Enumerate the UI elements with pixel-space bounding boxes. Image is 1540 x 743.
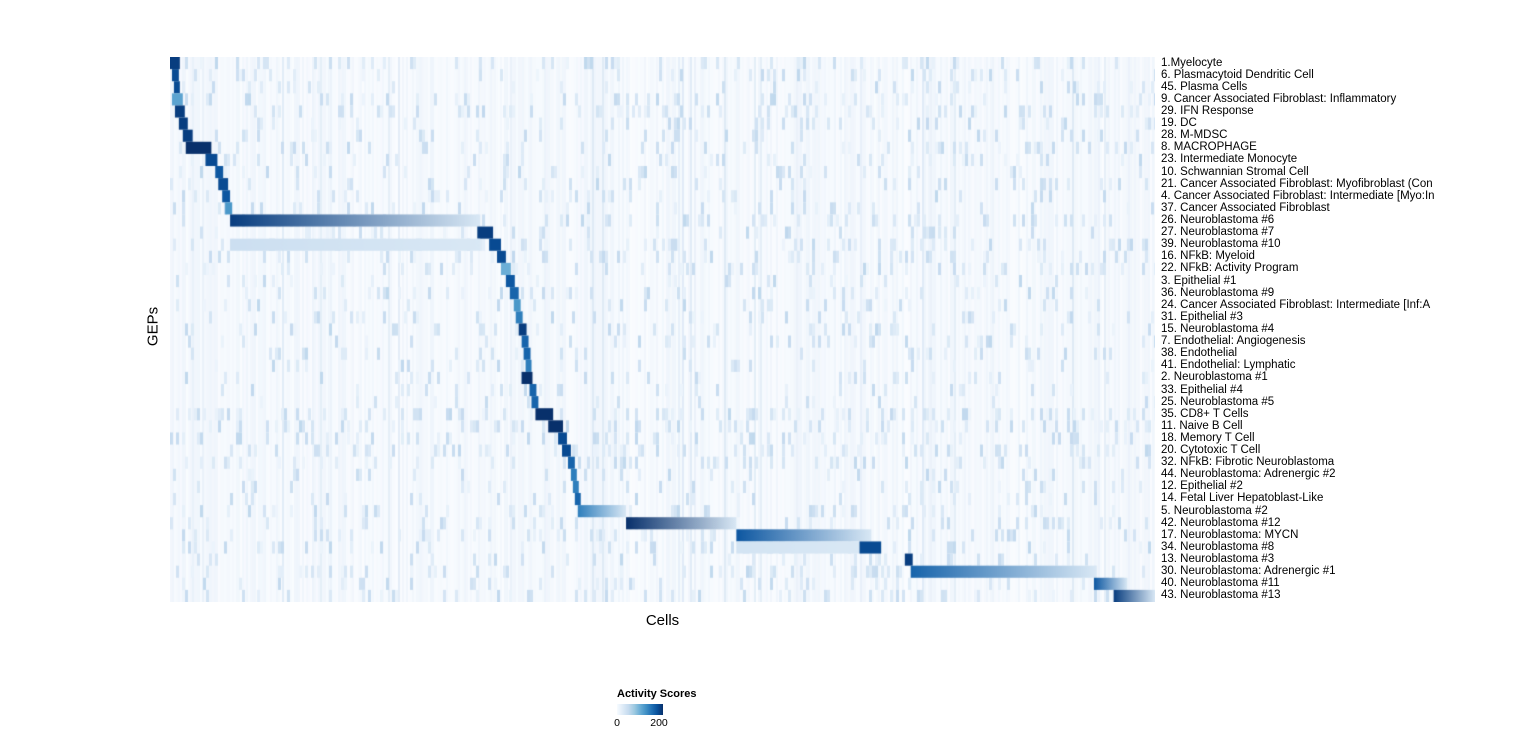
- gep-row-label: 28. M-MDSC: [1161, 129, 1228, 142]
- gep-row-label: 7. Endothelial: Angiogenesis: [1161, 335, 1306, 348]
- gep-row-label: 36. Neuroblastoma #9: [1161, 286, 1275, 299]
- gep-row-label: 11. Naive B Cell: [1161, 419, 1243, 432]
- gep-row-label: 12. Epithelial #2: [1161, 480, 1243, 493]
- legend-tick-min: 0: [614, 717, 620, 729]
- gep-row-label: 1.Myelocyte: [1161, 56, 1223, 69]
- gep-row-label: 38. Endothelial: [1161, 347, 1238, 360]
- gep-row-label: 41. Endothelial: Lymphatic: [1161, 359, 1296, 372]
- gep-row-label: 2. Neuroblastoma #1: [1161, 371, 1268, 384]
- gep-row-label: 39. Neuroblastoma #10: [1161, 238, 1281, 251]
- gep-row-label: 8. MACROPHAGE: [1161, 141, 1257, 154]
- gep-row-label: 6. Plasmacytoid Dendritic Cell: [1161, 68, 1314, 81]
- gep-row-label: 31. Epithelial #3: [1161, 310, 1243, 323]
- gep-row-label: 35. CD8+ T Cells: [1161, 407, 1249, 420]
- gep-row-labels: 1.Myelocyte 6. Plasmacytoid Dendritic Cel…: [1161, 57, 1435, 602]
- gep-row-label: 13. Neuroblastoma #3: [1161, 553, 1275, 566]
- heatmap-canvas: [170, 57, 1155, 602]
- activity-scores-legend: Activity Scores 0 200: [614, 688, 697, 730]
- gep-row-label: 30. Neuroblastoma: Adrenergic #1: [1161, 565, 1336, 578]
- gep-row-label: 17. Neuroblastoma: MYCN: [1161, 528, 1299, 541]
- gep-row-label: 34. Neuroblastoma #8: [1161, 540, 1275, 553]
- gep-row-label: 9. Cancer Associated Fibroblast: Inflamm…: [1161, 92, 1397, 105]
- gep-row-label: 15. Neuroblastoma #4: [1161, 322, 1275, 335]
- gep-row-label: 18. Memory T Cell: [1161, 431, 1255, 444]
- gep-row-label: 21. Cancer Associated Fibroblast: Myofib…: [1161, 177, 1433, 190]
- gep-row-label: 16. NFkB: Myeloid: [1161, 250, 1255, 263]
- legend-title: Activity Scores: [617, 688, 697, 700]
- legend-ticks: 0 200: [614, 717, 668, 730]
- gep-row-label: 20. Cytotoxic T Cell: [1161, 444, 1261, 457]
- gep-row-label: 26. Neuroblastoma #6: [1161, 213, 1275, 226]
- gep-row-label: 45. Plasma Cells: [1161, 80, 1248, 93]
- gep-row-label: 19. DC: [1161, 117, 1197, 130]
- gep-row-label: 42. Neuroblastoma #12: [1161, 516, 1281, 529]
- gep-row-label: 29. IFN Response: [1161, 104, 1254, 117]
- x-axis-label: Cells: [645, 612, 680, 629]
- gep-row-label: 24. Cancer Associated Fibroblast: Interm…: [1161, 298, 1431, 311]
- gep-row-label: 43. Neuroblastoma #13: [1161, 589, 1281, 602]
- gep-row-label: 4. Cancer Associated Fibroblast: Interme…: [1161, 189, 1435, 202]
- legend-gradient-bar: [617, 704, 663, 715]
- gep-row-label: 22. NFkB: Activity Program: [1161, 262, 1299, 275]
- y-axis-label: GEPs: [144, 306, 162, 347]
- gep-row-label: 23. Intermediate Monocyte: [1161, 153, 1298, 166]
- gep-row-label: 37. Cancer Associated Fibroblast: [1161, 201, 1330, 214]
- gep-row-label: 40. Neuroblastoma #11: [1161, 577, 1280, 590]
- gep-row-label: 25. Neuroblastoma #5: [1161, 395, 1275, 408]
- gep-row-label: 32. NFkB: Fibrotic Neuroblastoma: [1161, 456, 1335, 469]
- gep-row-label: 10. Schwannian Stromal Cell: [1161, 165, 1309, 178]
- gep-row-label: 44. Neuroblastoma: Adrenergic #2: [1161, 468, 1336, 481]
- gep-row-label: 14. Fetal Liver Hepatoblast-Like: [1161, 492, 1324, 505]
- legend-tick-max: 200: [650, 717, 668, 729]
- gep-row-label: 27. Neuroblastoma #7: [1161, 226, 1275, 239]
- gep-row-label: 33. Epithelial #4: [1161, 383, 1243, 396]
- gep-row-label: 3. Epithelial #1: [1161, 274, 1237, 287]
- gep-row-label: 5. Neuroblastoma #2: [1161, 504, 1268, 517]
